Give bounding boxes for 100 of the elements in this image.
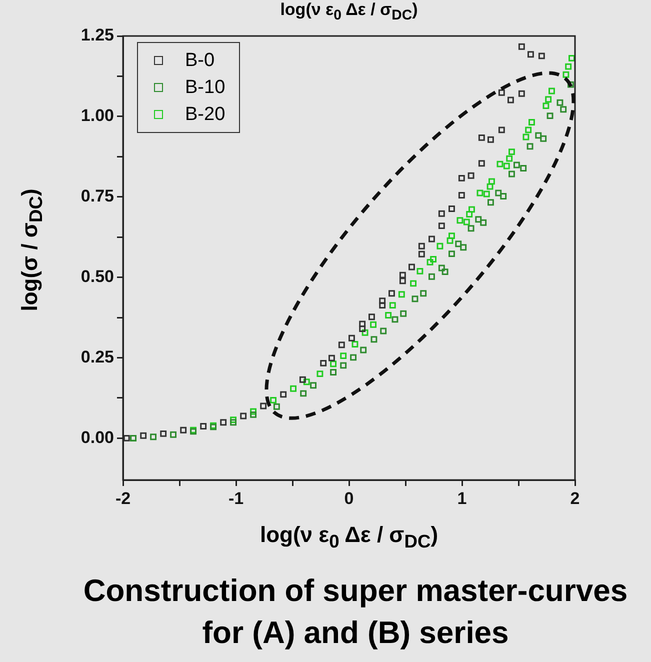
- point: [359, 320, 366, 328]
- point: [448, 250, 455, 258]
- point: [379, 302, 386, 309]
- point: [359, 326, 366, 332]
- point: [480, 219, 487, 226]
- point: [389, 302, 396, 309]
- y-tick-label: 1.25: [80, 26, 114, 45]
- point: [426, 258, 434, 266]
- point: [528, 119, 535, 126]
- point: [508, 170, 515, 178]
- point: [230, 419, 237, 426]
- point: [410, 280, 417, 287]
- legend-label: B-10: [185, 76, 226, 98]
- point: [438, 210, 445, 217]
- point: [350, 354, 357, 361]
- x-tick-label: 2: [570, 488, 580, 508]
- point: [316, 370, 324, 378]
- point: [545, 96, 552, 103]
- point: [320, 360, 327, 366]
- point: [348, 334, 355, 342]
- point: [290, 385, 297, 392]
- point: [303, 378, 310, 386]
- point: [280, 391, 287, 398]
- point: [527, 51, 534, 58]
- point: [458, 174, 465, 182]
- point: [548, 88, 555, 94]
- point: [506, 155, 513, 162]
- point: [486, 183, 494, 190]
- point: [456, 217, 464, 224]
- point: [180, 426, 187, 434]
- point: [542, 102, 550, 110]
- point: [438, 264, 445, 272]
- point: [416, 268, 424, 274]
- point: [352, 341, 358, 348]
- point: [330, 360, 337, 368]
- point: [526, 143, 534, 150]
- point: [418, 242, 425, 250]
- point: [478, 160, 485, 167]
- legend-label: B-20: [185, 104, 226, 126]
- point: [330, 368, 337, 376]
- point: [458, 192, 465, 198]
- y-tick-label: 0.75: [80, 186, 114, 206]
- point: [310, 382, 317, 389]
- point: [460, 244, 467, 251]
- point: [340, 352, 347, 360]
- point: [455, 240, 462, 248]
- point: [508, 148, 515, 156]
- point: [476, 190, 484, 196]
- point: [463, 218, 470, 226]
- point: [140, 432, 147, 439]
- point: [380, 328, 387, 334]
- point: [446, 237, 454, 244]
- point: [568, 54, 575, 62]
- point: [270, 396, 277, 404]
- legend-label: B-0: [185, 50, 215, 72]
- point: [399, 272, 406, 278]
- point: [385, 312, 392, 318]
- y-tick-label: 1.00: [80, 106, 114, 126]
- point: [520, 165, 527, 172]
- point: [273, 403, 280, 410]
- y-tick-label: 0.25: [80, 347, 114, 366]
- point: [487, 136, 494, 143]
- point: [250, 411, 257, 418]
- point: [538, 52, 545, 60]
- point: [535, 132, 542, 139]
- point: [522, 134, 530, 140]
- point: [448, 232, 455, 240]
- point: [503, 162, 510, 170]
- point: [468, 206, 475, 213]
- point: [418, 250, 425, 258]
- point: [379, 298, 386, 304]
- x-tick-label: -1: [228, 488, 244, 508]
- point: [399, 278, 406, 284]
- point: [170, 431, 177, 438]
- chart-title: log(ν ε$_{0}$ Δε / σ$_{DC}$): [279, 0, 419, 26]
- point: [525, 126, 532, 134]
- point: [160, 430, 167, 437]
- point: [328, 354, 335, 362]
- text: Construction of super master-curves for (A) and (B) series: [82, 572, 629, 652]
- point: [500, 193, 507, 200]
- point: [388, 290, 395, 297]
- point: [513, 162, 520, 168]
- point: [250, 408, 257, 415]
- point: [487, 199, 494, 206]
- point: [340, 362, 347, 369]
- point: [338, 342, 345, 348]
- point: [562, 71, 570, 78]
- point: [420, 290, 427, 297]
- point: [436, 242, 444, 250]
- point: [428, 236, 435, 242]
- point: [150, 434, 157, 440]
- point: [466, 211, 473, 218]
- x-tick-label: 1: [457, 488, 467, 508]
- x-axis-title: log(ν ε$_{0}$ Δε / σ$_{DC}$): [258, 522, 440, 552]
- point: [495, 190, 502, 196]
- point: [518, 90, 525, 97]
- point: [507, 96, 514, 104]
- x-tick-label: -2: [115, 488, 131, 508]
- point: [540, 135, 547, 142]
- point: [560, 106, 567, 113]
